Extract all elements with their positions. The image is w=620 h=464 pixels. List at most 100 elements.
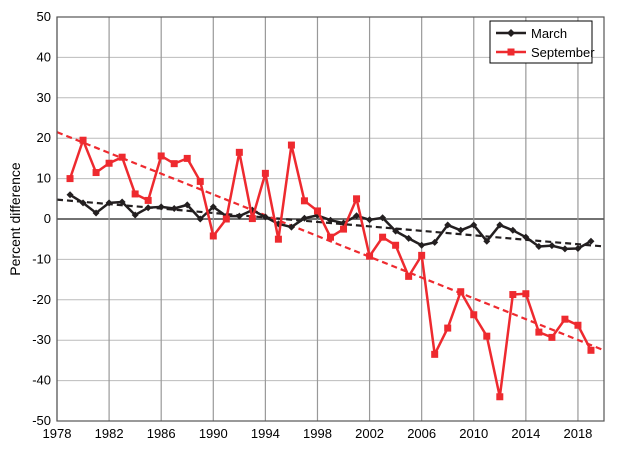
- x-tick-label: 1994: [251, 426, 280, 441]
- data-point-september: [379, 233, 387, 241]
- data-point-march: [327, 216, 334, 224]
- data-point-march: [66, 191, 74, 199]
- data-point-march: [418, 241, 426, 249]
- data-point-march: [196, 215, 204, 223]
- x-tick-label: 1986: [147, 426, 176, 441]
- legend-marker-march: [507, 29, 515, 37]
- plot-frame: [56, 16, 605, 422]
- x-tick-label: 1978: [43, 426, 72, 441]
- data-point-march: [379, 214, 387, 222]
- legend-label-september: September: [531, 45, 595, 60]
- data-point-march: [157, 203, 165, 211]
- data-point-march: [405, 234, 413, 242]
- data-point-march: [209, 203, 217, 211]
- y-tick-label: -50: [32, 413, 51, 428]
- data-point-september: [509, 291, 517, 299]
- data-point-march: [353, 212, 361, 220]
- data-point-september: [353, 195, 361, 203]
- data-point-march: [170, 204, 178, 212]
- data-point-march: [561, 245, 569, 253]
- data-point-march: [587, 237, 595, 245]
- data-point-march: [431, 238, 439, 246]
- data-point-september: [287, 141, 295, 149]
- data-point-september: [92, 169, 100, 177]
- data-point-september: [496, 393, 504, 401]
- data-point-september: [196, 177, 204, 185]
- data-point-march: [470, 221, 478, 229]
- data-point-september: [79, 136, 87, 144]
- trend-line-september: [56, 131, 605, 352]
- data-point-september: [574, 321, 582, 329]
- data-point-september: [366, 252, 374, 260]
- data-point-september: [157, 152, 165, 160]
- trend-lines: [56, 131, 605, 352]
- data-point-september: [405, 272, 413, 280]
- data-point-march: [79, 199, 87, 207]
- data-point-march: [183, 201, 191, 209]
- legend: March September: [489, 20, 595, 64]
- data-point-september: [561, 315, 569, 323]
- data-point-march: [444, 221, 452, 229]
- y-axis-label: Percent difference: [7, 162, 23, 276]
- data-point-september: [313, 207, 321, 215]
- data-point-september: [66, 175, 74, 183]
- y-tick-label: -30: [32, 332, 51, 347]
- x-tick-label: 1982: [95, 426, 124, 441]
- x-tick-label: 2006: [407, 426, 436, 441]
- data-point-september: [235, 148, 243, 156]
- data-point-march: [261, 213, 269, 221]
- data-point-september: [209, 232, 217, 240]
- data-point-march: [92, 209, 100, 217]
- data-point-march: [535, 242, 543, 250]
- y-tick-label: 40: [37, 49, 51, 64]
- data-point-september: [535, 328, 543, 336]
- data-point-march: [548, 242, 556, 250]
- data-point-september: [522, 290, 530, 298]
- data-point-march: [131, 211, 139, 219]
- data-point-september: [118, 153, 126, 161]
- data-point-september: [170, 160, 178, 168]
- data-point-september: [340, 225, 348, 233]
- data-point-september: [548, 333, 556, 341]
- data-point-march: [496, 221, 504, 229]
- data-point-september: [392, 241, 400, 249]
- y-tick-label: 10: [37, 171, 51, 186]
- data-point-march: [105, 199, 113, 207]
- y-tick-label: 30: [37, 90, 51, 105]
- data-point-march: [235, 212, 243, 220]
- data-point-september: [431, 350, 439, 358]
- x-tick-label: 1998: [303, 426, 332, 441]
- tick-labels: -50 -40 -30 -20 -10 0 10 20 30 40 50 1978 1982 1986 19…: [32, 9, 592, 441]
- data-point-september: [300, 197, 308, 205]
- data-point-september: [483, 332, 491, 340]
- y-tick-label: -20: [32, 292, 51, 307]
- x-tick-label: 2002: [355, 426, 384, 441]
- legend-marker-september: [507, 48, 515, 56]
- data-point-march: [483, 237, 491, 245]
- data-point-september: [261, 169, 269, 177]
- data-point-september: [444, 324, 452, 332]
- data-point-september: [470, 311, 478, 319]
- data-point-march: [574, 244, 582, 252]
- series: [66, 136, 595, 401]
- x-tick-label: 2010: [459, 426, 488, 441]
- data-point-september: [183, 154, 191, 162]
- data-point-march: [457, 226, 465, 234]
- data-point-march: [118, 198, 126, 206]
- data-point-september: [587, 346, 595, 354]
- data-point-september: [327, 233, 334, 241]
- data-point-september: [105, 159, 113, 167]
- data-point-march: [366, 216, 374, 224]
- data-point-september: [131, 190, 139, 198]
- data-point-march: [300, 214, 308, 222]
- data-point-march: [522, 233, 530, 241]
- data-point-september: [274, 235, 282, 243]
- data-point-march: [144, 204, 152, 212]
- data-point-september: [248, 215, 256, 223]
- data-point-september: [457, 288, 465, 296]
- y-tick-label: 20: [37, 130, 51, 145]
- y-tick-label: -40: [32, 373, 51, 388]
- data-point-march: [392, 227, 400, 235]
- y-tick-label: 50: [37, 9, 51, 24]
